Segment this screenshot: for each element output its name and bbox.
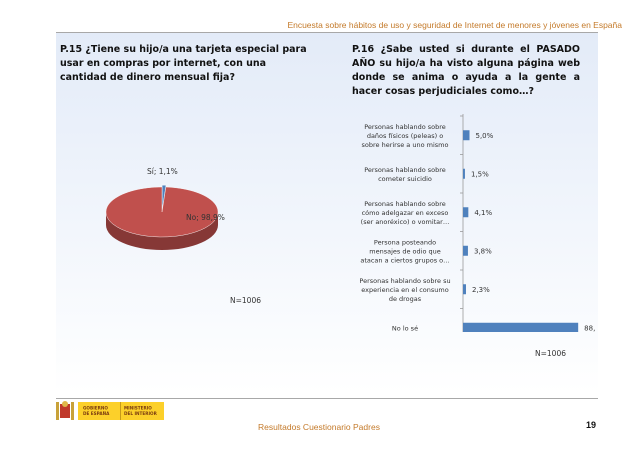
- bar-category-3-2: atacan a ciertos grupos o…: [360, 256, 449, 264]
- bar-category-1-0: Personas hablando sobre: [364, 166, 446, 174]
- bar-category-0-1: daños físicos (peleas) o: [367, 132, 443, 140]
- sample-size-right: N=1006: [535, 349, 566, 358]
- logo-text-1a: GOBIERNO: [83, 406, 108, 411]
- question-p16: P.16 ¿Sabe usted si durante el PASADO AÑ…: [352, 44, 580, 97]
- logo-text-2a: MINISTERIO: [124, 406, 152, 411]
- pie-slice-top-1: [105, 186, 219, 238]
- sample-size-left: N=1006: [230, 296, 261, 305]
- government-logo: GOBIERNO DE ESPAÑA MINISTERIO DEL INTERI…: [56, 401, 164, 420]
- bar-3: [463, 245, 468, 256]
- bar-0: [463, 130, 470, 141]
- pie-label-0: Sí; 1,1%: [147, 167, 178, 176]
- bar-category-2-0: Personas hablando sobre: [364, 200, 446, 208]
- logo-text-2b: DEL INTERIOR: [124, 411, 158, 416]
- bar-category-3-0: Persona posteando: [374, 238, 436, 246]
- bar-category-0-2: sobre herirse a uno mismo: [362, 141, 449, 149]
- bar-1: [463, 168, 465, 179]
- page-number: 19: [585, 420, 596, 430]
- bar-value-3: 3,8%: [474, 247, 492, 255]
- bar-category-4-2: de drogas: [389, 295, 422, 303]
- logo-text-1b: DE ESPAÑA: [83, 411, 110, 416]
- footer-title: Resultados Cuestionario Padres: [258, 422, 380, 432]
- header-divider: [56, 32, 598, 33]
- logo-pillar-left: [56, 402, 59, 420]
- bar-value-0: 5,0%: [476, 132, 494, 140]
- bar-category-4-0: Personas hablando sobre su: [359, 277, 450, 285]
- bar-category-1-1: cometer suicidio: [378, 175, 432, 183]
- footer-divider: [56, 398, 598, 399]
- bar-category-4-1: experiencia en el consumo: [361, 286, 448, 294]
- pie-slice-1: [105, 186, 219, 238]
- bar-category-3-1: mensajes de odio que: [369, 247, 440, 255]
- logo-pillar-right: [71, 402, 74, 420]
- bar-category-0-0: Personas hablando sobre: [364, 123, 446, 131]
- bar-4: [463, 284, 466, 295]
- logo-crown: [62, 401, 68, 407]
- logo-separator: [120, 402, 121, 420]
- logo-shield: [60, 404, 70, 418]
- question-p15: P.15 ¿Tiene su hijo/a una tarjeta especi…: [60, 44, 307, 83]
- pie-chart: Sí; 1,1% No; 98,9%: [105, 167, 225, 250]
- bar-category-5-0: No lo sé: [392, 324, 418, 332]
- header-title: Encuesta sobre hábitos de uso y segurida…: [287, 20, 622, 30]
- bar-value-1: 1,5%: [471, 170, 489, 178]
- bar-value-4: 2,3%: [472, 286, 490, 294]
- bar-5: [463, 322, 579, 332]
- bar-value-5: 88,6%: [584, 324, 595, 332]
- bar-2: [463, 207, 469, 218]
- pie-label-1: No; 98,9%: [186, 213, 225, 222]
- bar-value-2: 4,1%: [474, 209, 492, 217]
- pie-side-wall: [106, 212, 218, 250]
- bar-category-2-2: (ser anoréxico) o vomitar…: [361, 218, 450, 226]
- bar-category-2-1: cómo adelgazar en exceso: [362, 209, 449, 217]
